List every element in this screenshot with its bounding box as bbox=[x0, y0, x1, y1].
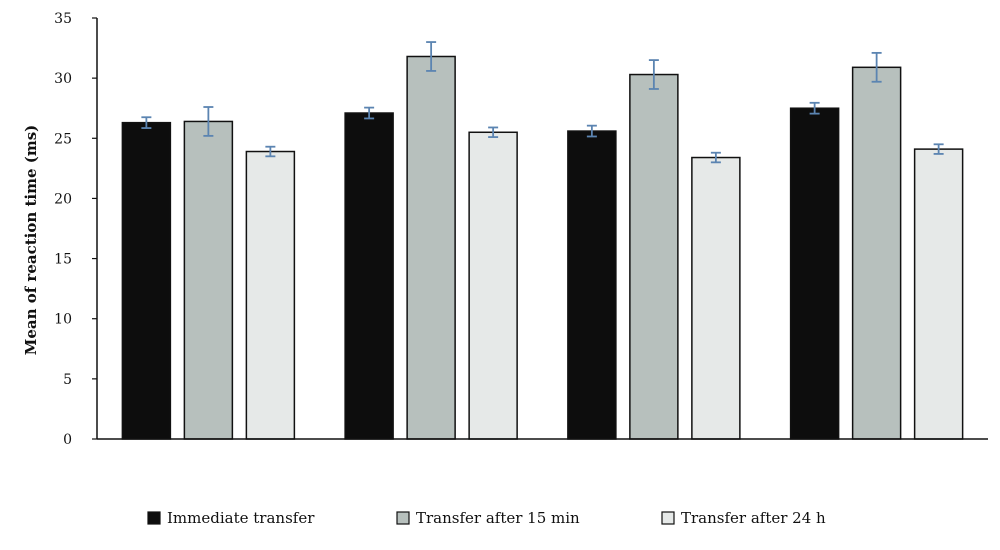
bar-2-group-2 bbox=[406, 55, 456, 440]
bar-1-group-2 bbox=[344, 112, 394, 440]
bar-1-group-1 bbox=[121, 121, 172, 440]
bar-2-group-1 bbox=[183, 120, 234, 440]
y-axis: 0 5 10 15 20 25 30 35 bbox=[54, 11, 98, 448]
y-tick-label: 35 bbox=[54, 11, 72, 27]
bars bbox=[121, 55, 964, 440]
y-axis-title: Mean of reaction time (ms) bbox=[22, 125, 40, 356]
y-tick-label: 25 bbox=[54, 131, 72, 147]
error-bars bbox=[141, 41, 944, 164]
y-tick-label: 15 bbox=[54, 252, 72, 268]
legend: Immediate transfer Transfer after 15 min T… bbox=[147, 509, 826, 527]
legend-swatch-1 bbox=[147, 511, 161, 525]
bar-2-group-4 bbox=[851, 66, 902, 440]
y-tick-label: 5 bbox=[63, 372, 72, 388]
bar-3-group-1 bbox=[245, 150, 296, 440]
bar-2-group-3 bbox=[629, 73, 679, 440]
legend-label-2: Transfer after 15 min bbox=[416, 509, 580, 527]
bar-3-group-2 bbox=[468, 131, 518, 440]
bar-3-group-4 bbox=[913, 148, 964, 440]
y-tick-label: 20 bbox=[54, 191, 72, 207]
y-tick-label: 30 bbox=[54, 71, 72, 87]
legend-label-1: Immediate transfer bbox=[167, 509, 315, 527]
bar-3-group-3 bbox=[691, 156, 741, 440]
legend-label-3: Transfer after 24 h bbox=[681, 509, 826, 527]
bar-1-group-4 bbox=[789, 107, 840, 440]
y-tick-label: 10 bbox=[54, 312, 72, 328]
legend-swatch-2 bbox=[396, 511, 410, 525]
bar-1-group-3 bbox=[567, 130, 617, 440]
y-tick-label: 0 bbox=[63, 432, 72, 448]
legend-swatch-3 bbox=[661, 511, 675, 525]
